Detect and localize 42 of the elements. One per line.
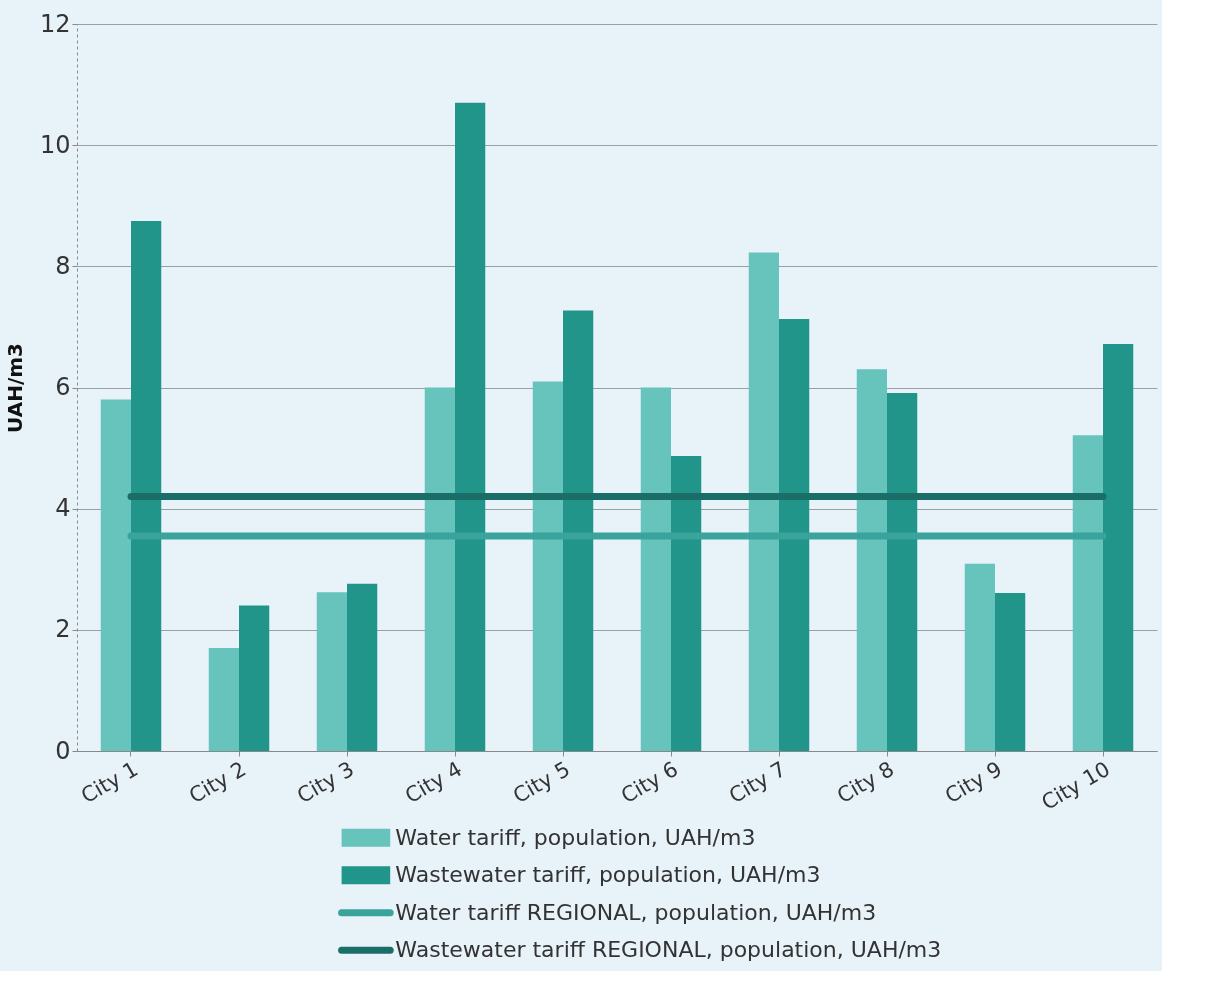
x-tick-label: City 1 [77, 756, 142, 809]
x-tick-label: City 4 [401, 756, 466, 809]
bar [1103, 343, 1134, 751]
bar [563, 310, 594, 751]
y-tick-label: 4 [55, 494, 71, 523]
bar [779, 319, 810, 751]
bar [887, 392, 918, 751]
x-tick-label: City 2 [185, 756, 250, 809]
x-tick-label: City 7 [725, 756, 790, 809]
x-tick-label: City 3 [293, 756, 358, 809]
y-axis-title: UAH/m3 [2, 343, 27, 433]
y-tick-label: 0 [55, 736, 71, 765]
legend-label: Water tariff REGIONAL, population, UAH/m3 [395, 899, 877, 925]
bar [239, 605, 270, 751]
x-tick-label: City 8 [833, 756, 898, 809]
bar [748, 252, 779, 751]
bar [640, 387, 671, 751]
bar [347, 583, 378, 751]
legend-label: Wastewater tariff REGIONAL, population, UAH/m3 [395, 937, 942, 963]
x-tick-label: City 5 [509, 756, 574, 809]
bar [316, 592, 347, 751]
bar [964, 563, 995, 751]
legend-label: Wastewater tariff, population, UAH/m3 [395, 862, 821, 888]
bar [532, 381, 563, 751]
x-tick-label: City 9 [941, 756, 1006, 809]
y-tick-label: 12 [39, 9, 71, 38]
y-tick-label: 2 [55, 615, 71, 644]
bar [131, 220, 162, 751]
bar [995, 592, 1026, 751]
bar [856, 369, 887, 751]
bar [100, 399, 131, 751]
bar [424, 387, 455, 751]
y-tick-label: 8 [55, 251, 71, 280]
x-tick-label: City 10 [1037, 756, 1114, 815]
bar [671, 455, 702, 751]
y-tick-label: 10 [39, 130, 71, 159]
x-tick-label: City 6 [617, 756, 682, 809]
bar [455, 102, 486, 751]
y-tick-label: 6 [55, 373, 71, 401]
legend-label: Water tariff, population, UAH/m3 [395, 824, 756, 850]
bar [1072, 435, 1103, 751]
bar [208, 648, 239, 751]
